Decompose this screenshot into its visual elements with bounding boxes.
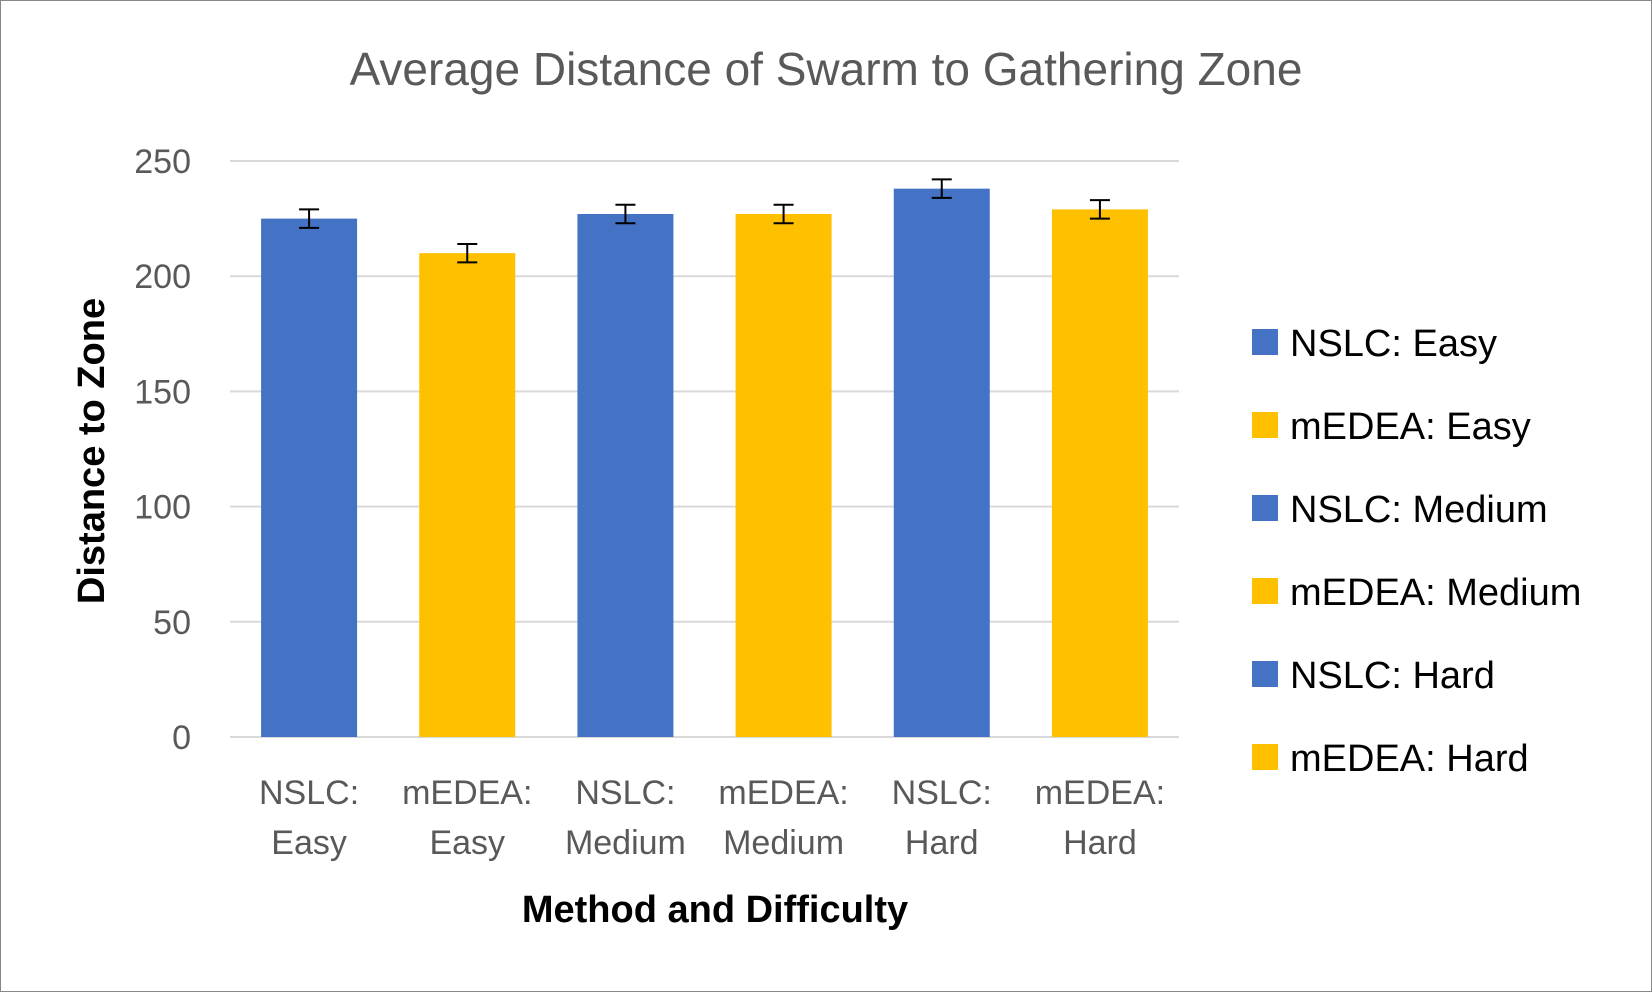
x-axis-title: Method and Difficulty bbox=[522, 889, 908, 931]
legend-swatch bbox=[1252, 329, 1278, 355]
bar bbox=[735, 213, 832, 737]
x-tick-label: mEDEA: bbox=[402, 774, 532, 812]
legend-swatch bbox=[1252, 661, 1278, 687]
legend: NSLC: Easy mEDEA: Easy NSLC: Medium mEDEA: … bbox=[1252, 323, 1581, 780]
error-bar bbox=[615, 203, 636, 225]
bar bbox=[577, 213, 674, 737]
gridlines bbox=[230, 160, 1179, 738]
x-tick-label: NSLC: bbox=[575, 774, 675, 812]
error-bars bbox=[299, 178, 1110, 264]
bar bbox=[261, 218, 358, 738]
legend-item: mEDEA: Medium bbox=[1252, 572, 1581, 614]
x-tick-label: Easy bbox=[271, 824, 347, 862]
legend-label: NSLC: Easy bbox=[1290, 323, 1497, 365]
legend-label: mEDEA: Easy bbox=[1290, 406, 1531, 448]
x-tick-label: NSLC: bbox=[259, 774, 359, 812]
bar bbox=[419, 253, 516, 737]
x-tick-label: mEDEA: bbox=[1035, 774, 1165, 812]
legend-label: NSLC: Hard bbox=[1290, 655, 1495, 697]
y-tick-labels: 0 50 100 150 200 250 bbox=[134, 143, 191, 757]
y-tick-label: 0 bbox=[172, 719, 191, 757]
error-bar bbox=[773, 203, 794, 225]
legend-label: mEDEA: Medium bbox=[1290, 572, 1581, 614]
y-tick-label: 100 bbox=[134, 489, 191, 527]
x-tick-label: Hard bbox=[905, 824, 979, 862]
y-tick-label: 200 bbox=[134, 258, 191, 296]
x-tick-label: mEDEA: bbox=[718, 774, 848, 812]
x-tick-label: NSLC: bbox=[892, 774, 992, 812]
bars bbox=[261, 188, 1148, 738]
error-bar bbox=[299, 208, 320, 229]
x-tick-label: Hard bbox=[1063, 824, 1137, 862]
legend-label: NSLC: Medium bbox=[1290, 489, 1548, 531]
y-axis-title: Distance to Zone bbox=[71, 298, 113, 604]
legend-swatch bbox=[1252, 578, 1278, 604]
y-tick-label: 250 bbox=[134, 143, 191, 181]
bar bbox=[893, 188, 990, 737]
legend-item: mEDEA: Hard bbox=[1252, 738, 1529, 780]
legend-item: NSLC: Easy bbox=[1252, 323, 1497, 365]
bar bbox=[1051, 209, 1148, 737]
error-bar bbox=[1089, 199, 1110, 220]
error-bar bbox=[457, 242, 478, 264]
legend-item: NSLC: Hard bbox=[1252, 655, 1495, 697]
legend-label: mEDEA: Hard bbox=[1290, 738, 1529, 780]
legend-swatch bbox=[1252, 412, 1278, 438]
x-tick-label: Easy bbox=[429, 824, 505, 862]
x-tick-label: Medium bbox=[723, 824, 844, 862]
legend-swatch bbox=[1252, 495, 1278, 521]
legend-swatch bbox=[1252, 744, 1278, 770]
x-tick-labels: NSLC: Easy mEDEA: Easy NSLC: Medium mEDEA: Medi… bbox=[259, 774, 1165, 862]
legend-item: NSLC: Medium bbox=[1252, 489, 1548, 531]
y-tick-label: 150 bbox=[134, 373, 191, 411]
y-tick-label: 50 bbox=[153, 604, 191, 642]
chart-title: Average Distance of Swarm to Gathering Z… bbox=[350, 43, 1303, 95]
error-bar bbox=[931, 178, 952, 199]
legend-item: mEDEA: Easy bbox=[1252, 406, 1531, 448]
x-tick-label: Medium bbox=[565, 824, 686, 862]
